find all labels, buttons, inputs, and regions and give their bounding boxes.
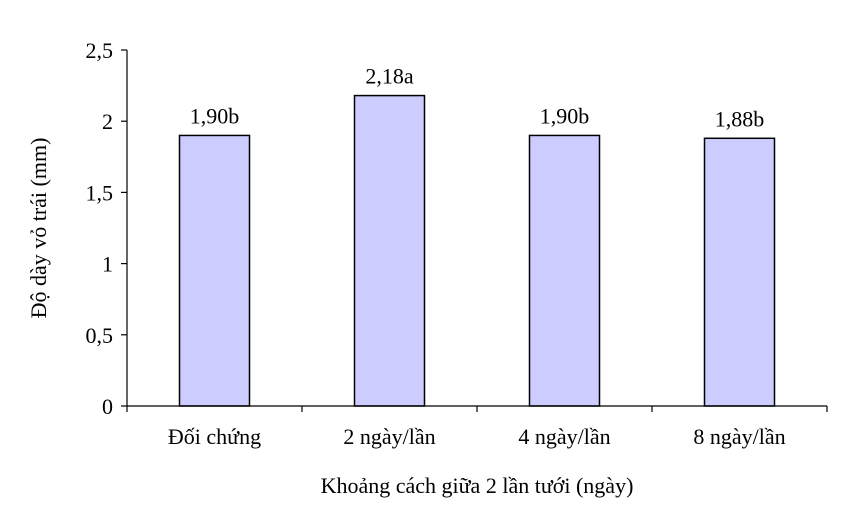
x-tick-label: 4 ngày/lần [518, 424, 610, 449]
y-tick-label: 1 [102, 252, 113, 277]
x-axis-title: Khoảng cách giữa 2 lần tưới (ngày) [321, 473, 634, 498]
y-tick-label: 2 [102, 109, 113, 134]
data-label: 2,18a [365, 64, 414, 89]
category-labels: Đối chứng 2 ngày/lần 4 ngày/lần 8 ngày/lần [168, 424, 786, 449]
y-axis-title: Độ dày vỏ trái (mm) [26, 138, 51, 319]
x-axis-ticks [126, 406, 828, 412]
y-tick-label: 0 [102, 394, 113, 419]
bar [353, 94, 426, 407]
data-labels: 1,90b 2,18a 1,90b 1,88b [190, 64, 765, 132]
x-tick-label: Đối chứng [168, 424, 261, 449]
data-label: 1,88b [715, 106, 765, 131]
x-tick-label: 8 ngày/lần [693, 424, 785, 449]
y-tick-label: 2,5 [86, 38, 114, 63]
bar [528, 134, 601, 407]
y-tick-label: 1,5 [86, 180, 114, 205]
x-tick-label: 2 ngày/lần [343, 424, 435, 449]
y-axis-ticks: 0 0,5 1 1,5 2 2,5 [86, 38, 127, 419]
bars [178, 94, 776, 407]
data-label: 1,90b [540, 103, 590, 128]
bar [703, 137, 776, 407]
y-tick-label: 0,5 [86, 323, 114, 348]
data-label: 1,90b [190, 103, 240, 128]
bar [178, 134, 251, 407]
